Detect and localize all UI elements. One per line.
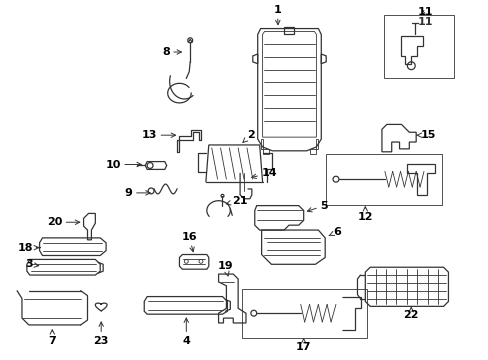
Text: 11: 11: [417, 17, 433, 27]
Text: 15: 15: [416, 130, 436, 140]
Text: 8: 8: [162, 47, 181, 57]
Text: 1: 1: [273, 5, 281, 25]
Text: 19: 19: [217, 261, 233, 276]
Text: 5: 5: [307, 201, 327, 212]
Text: 7: 7: [48, 330, 56, 346]
Text: 2: 2: [243, 130, 254, 143]
Text: 10: 10: [105, 159, 141, 170]
Text: 22: 22: [403, 307, 418, 320]
Text: 13: 13: [142, 130, 175, 140]
Text: 6: 6: [328, 227, 340, 237]
Text: 9: 9: [124, 188, 150, 198]
Text: 23: 23: [93, 322, 109, 346]
Text: 4: 4: [182, 318, 190, 346]
Bar: [383, 15, 453, 78]
Bar: [325, 154, 441, 204]
Text: 11: 11: [417, 7, 433, 17]
Bar: [242, 289, 366, 338]
Text: 14: 14: [251, 168, 277, 179]
Text: 18: 18: [17, 243, 39, 253]
Text: 12: 12: [357, 207, 372, 222]
Text: 20: 20: [46, 217, 80, 227]
Text: 3: 3: [25, 259, 39, 269]
Text: 17: 17: [295, 338, 311, 352]
Text: 21: 21: [226, 196, 247, 206]
Text: 16: 16: [181, 232, 197, 252]
